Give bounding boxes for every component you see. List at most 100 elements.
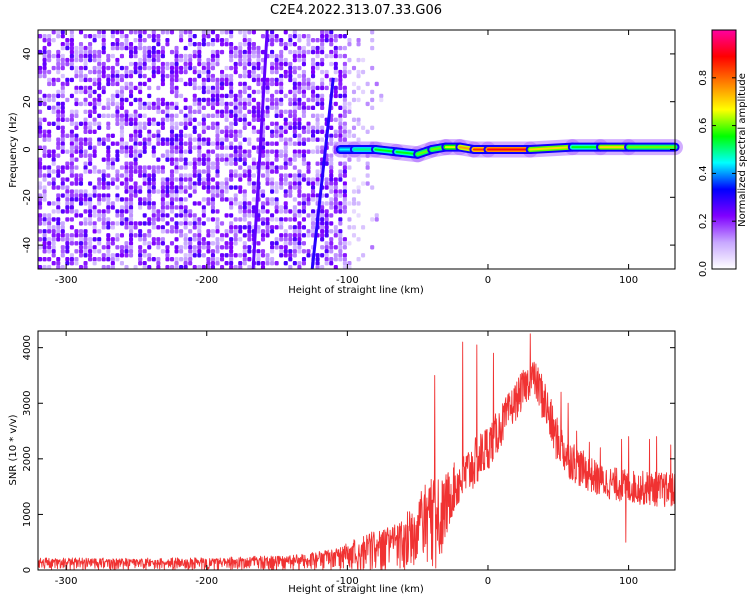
heatmap-cell xyxy=(65,249,70,254)
heatmap-cell xyxy=(242,161,247,166)
heatmap-cell xyxy=(160,30,165,35)
heatmap-cell xyxy=(69,181,74,186)
heatmap-cell xyxy=(320,237,325,242)
heatmap-cell xyxy=(265,77,270,83)
heatmap-cell xyxy=(124,173,129,178)
heatmap-cell xyxy=(206,77,211,83)
heatmap-cell xyxy=(97,73,102,79)
heatmap-cell xyxy=(206,165,211,170)
heatmap-cell xyxy=(288,209,293,214)
heatmap-cell xyxy=(169,133,175,138)
heatmap-cell xyxy=(206,261,211,266)
heatmap-cell xyxy=(306,129,311,134)
heatmap-cell xyxy=(329,157,334,162)
heatmap-cell xyxy=(119,89,124,95)
heatmap-cell xyxy=(206,41,211,47)
heatmap-cell xyxy=(229,177,234,182)
x-tick-label: -100 xyxy=(336,576,359,587)
heatmap-cell xyxy=(106,133,111,138)
heatmap-cell xyxy=(51,237,56,242)
heatmap-cell xyxy=(260,149,266,154)
heatmap-cell xyxy=(329,173,334,178)
heatmap-cell xyxy=(315,113,320,119)
heatmap-cell xyxy=(238,49,243,55)
heatmap-cell xyxy=(242,37,247,43)
heatmap-cell xyxy=(47,97,52,103)
heatmap-cell xyxy=(138,65,143,71)
heatmap-cell xyxy=(311,81,316,87)
heatmap-cell xyxy=(333,61,338,67)
heatmap-cell xyxy=(288,157,293,162)
heatmap-cell xyxy=(306,125,311,130)
heatmap-cell xyxy=(124,69,129,75)
heatmap-cell xyxy=(260,217,266,222)
heatmap-cell xyxy=(56,53,61,59)
heatmap-cell xyxy=(279,125,284,130)
heatmap-cell xyxy=(233,153,238,158)
heatmap-cell xyxy=(133,157,138,162)
heatmap-cell xyxy=(183,113,188,119)
heatmap-cell xyxy=(311,209,316,214)
heatmap-cell xyxy=(183,141,188,146)
heatmap-cell xyxy=(165,37,170,43)
heatmap-cell xyxy=(251,125,256,130)
heatmap-cell xyxy=(379,97,384,103)
heatmap-cell xyxy=(265,253,270,258)
heatmap-cell xyxy=(124,113,129,119)
heatmap-cell xyxy=(351,177,357,182)
heatmap-cell xyxy=(283,229,288,234)
heatmap-cell xyxy=(210,73,215,79)
heatmap-cell xyxy=(38,97,43,103)
heatmap-cell xyxy=(301,85,306,91)
heatmap-cell xyxy=(288,257,293,262)
heatmap-cell xyxy=(283,177,288,182)
heatmap-cell xyxy=(297,97,302,103)
heatmap-cell xyxy=(233,229,238,234)
heatmap-cell xyxy=(106,137,111,142)
heatmap-cell xyxy=(265,181,270,186)
heatmap-cell xyxy=(220,137,225,142)
heatmap-cell xyxy=(338,113,343,119)
heatmap-cell xyxy=(60,105,65,111)
heatmap-cell xyxy=(210,257,215,262)
heatmap-cell xyxy=(210,85,215,91)
heatmap-cell xyxy=(88,245,93,250)
heatmap-cell xyxy=(247,53,252,59)
heatmap-cell xyxy=(115,45,120,51)
heatmap-cell xyxy=(174,177,179,182)
x-tick-label: -100 xyxy=(336,275,359,286)
heatmap-cell xyxy=(251,161,256,166)
heatmap-cell xyxy=(192,101,197,107)
heatmap-cell xyxy=(115,89,120,95)
heatmap-cell xyxy=(147,221,152,226)
heatmap-cell xyxy=(274,169,279,174)
heatmap-cell xyxy=(347,201,352,206)
heatmap-cell xyxy=(156,49,161,55)
heatmap-cell xyxy=(297,237,302,242)
heatmap-cell xyxy=(379,93,384,99)
heatmap-cell xyxy=(110,33,115,39)
heatmap-cell xyxy=(78,229,84,234)
heatmap-cell xyxy=(169,69,175,75)
heatmap-cell xyxy=(69,153,74,158)
heatmap-cell xyxy=(242,61,247,67)
heatmap-cell xyxy=(119,245,124,250)
heatmap-cell xyxy=(124,253,129,258)
heatmap-cell xyxy=(92,169,97,174)
heatmap-cell xyxy=(147,121,152,126)
heatmap-cell xyxy=(60,185,65,190)
heatmap-cell xyxy=(129,229,134,234)
heatmap-cell xyxy=(110,41,115,47)
heatmap-cell xyxy=(133,129,138,134)
heatmap-cell xyxy=(56,265,61,270)
heatmap-cell xyxy=(233,157,238,162)
heatmap-cell xyxy=(38,101,43,107)
heatmap-cell xyxy=(274,53,279,59)
heatmap-cell xyxy=(324,30,329,35)
heatmap-cell xyxy=(329,133,334,138)
heatmap-cell xyxy=(88,181,93,186)
heatmap-cell xyxy=(188,61,193,67)
heatmap-cell xyxy=(347,133,352,138)
heatmap-cell xyxy=(188,41,193,47)
heatmap-cell xyxy=(47,241,52,246)
